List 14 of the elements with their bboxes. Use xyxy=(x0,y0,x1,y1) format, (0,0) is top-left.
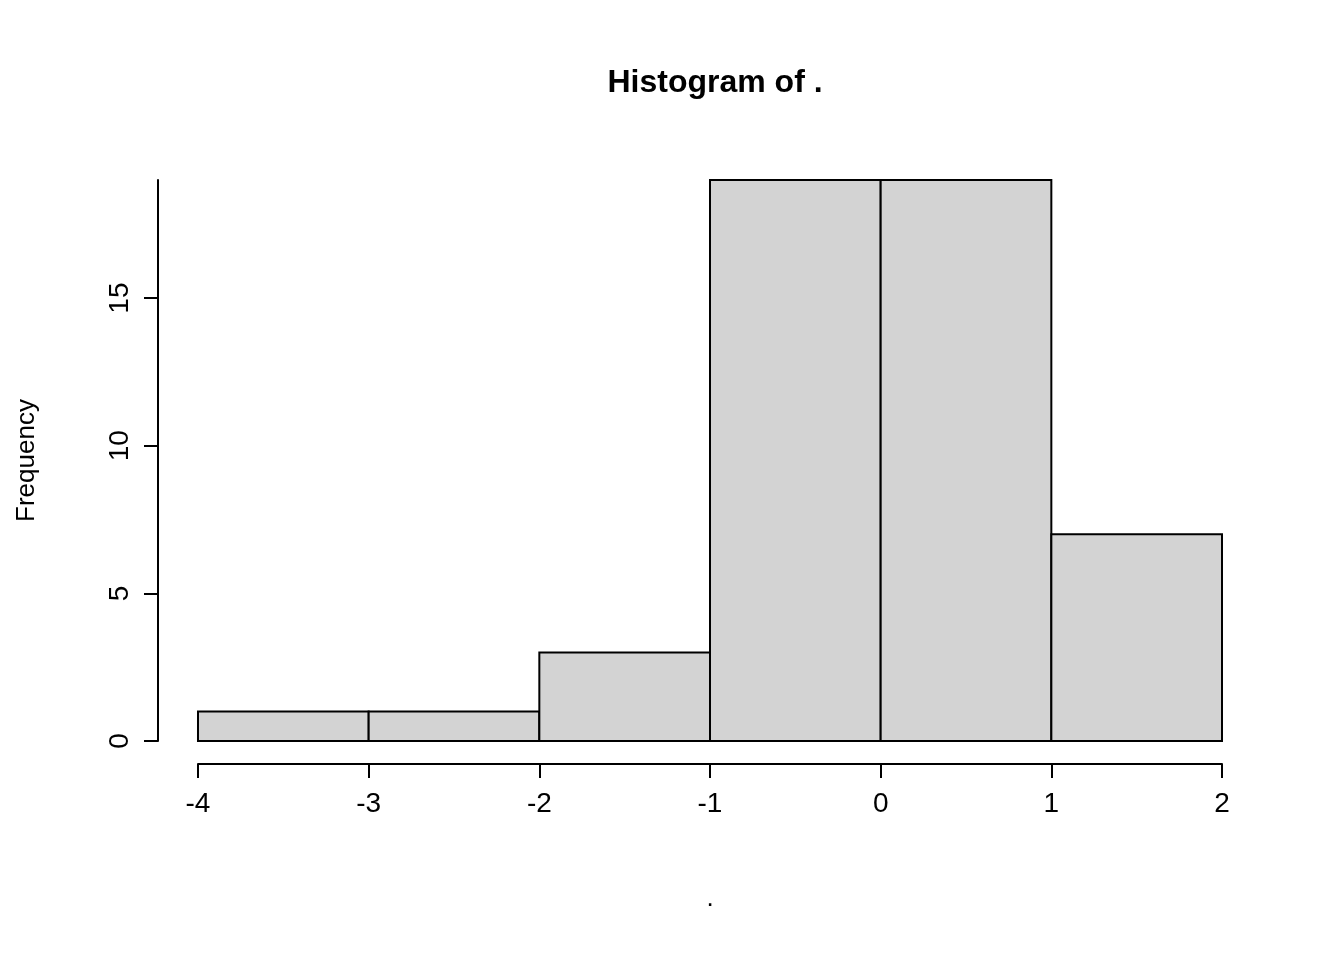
y-tick-label: 10 xyxy=(102,430,134,462)
y-axis-title: Frequency xyxy=(10,399,40,522)
chart-title: Histogram of . xyxy=(607,63,823,99)
x-tick-label: 1 xyxy=(1043,786,1060,818)
x-tick-label: -2 xyxy=(526,786,552,818)
y-tick-label: 0 xyxy=(102,733,134,749)
y-tick-label: 5 xyxy=(102,585,134,602)
x-axis-title: . xyxy=(706,882,714,912)
x-tick-label: -1 xyxy=(697,786,723,818)
x-tick-label: 2 xyxy=(1214,786,1230,818)
y-tick-label: 15 xyxy=(102,282,134,314)
x-tick-label: -3 xyxy=(356,786,382,818)
x-tick-label: -4 xyxy=(185,786,211,818)
x-tick-label: 0 xyxy=(872,786,889,818)
